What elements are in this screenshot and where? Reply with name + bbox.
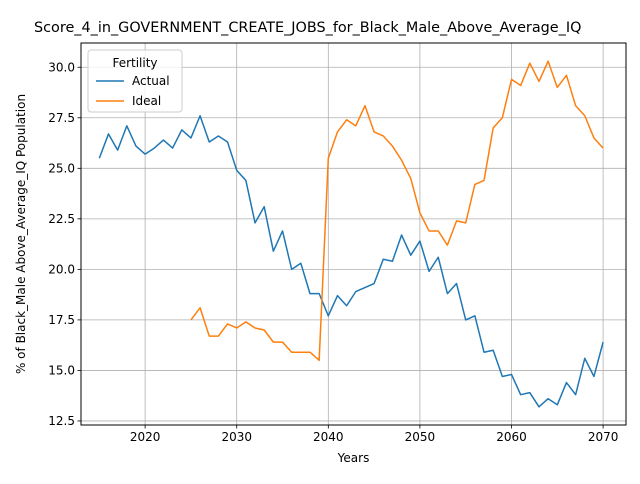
x-axis-label: Years xyxy=(337,451,370,465)
y-axis-label: % of Black_Male Above_Average_IQ Populat… xyxy=(14,94,28,374)
legend: Fertility Actual Ideal xyxy=(87,49,183,113)
x-tick-label: 2070 xyxy=(588,430,619,444)
series-line-ideal xyxy=(190,60,604,362)
plot-frame xyxy=(80,42,627,426)
y-axis-ticks: 12.5 15.0 17.5 20.0 22.5 25.0 27.5 30.0 xyxy=(48,60,81,428)
y-tick-label: 20.0 xyxy=(48,262,75,276)
y-tick-label: 15.0 xyxy=(48,363,75,377)
y-tick-label: 17.5 xyxy=(48,313,75,327)
legend-label-ideal: Ideal xyxy=(132,94,161,108)
x-tick-label: 2030 xyxy=(221,430,252,444)
x-tick-label: 2040 xyxy=(313,430,344,444)
x-axis-ticks: 2020 2030 2040 2050 2060 2070 xyxy=(130,425,619,444)
series-lines xyxy=(98,60,604,408)
x-tick-label: 2060 xyxy=(496,430,527,444)
grid xyxy=(81,43,626,425)
y-tick-label: 22.5 xyxy=(48,212,75,226)
y-tick-label: 27.5 xyxy=(48,111,75,125)
chart-title: Score_4_in_GOVERNMENT_CREATE_JOBS_for_Bl… xyxy=(34,20,581,36)
legend-label-actual: Actual xyxy=(132,74,170,88)
y-tick-label: 12.5 xyxy=(48,414,75,428)
legend-box xyxy=(87,49,183,113)
y-tick-label: 25.0 xyxy=(48,161,75,175)
x-tick-label: 2050 xyxy=(405,430,436,444)
series-line-actual xyxy=(98,115,604,408)
x-tick-label: 2020 xyxy=(130,430,161,444)
y-tick-label: 30.0 xyxy=(48,60,75,74)
legend-title: Fertility xyxy=(112,56,157,70)
